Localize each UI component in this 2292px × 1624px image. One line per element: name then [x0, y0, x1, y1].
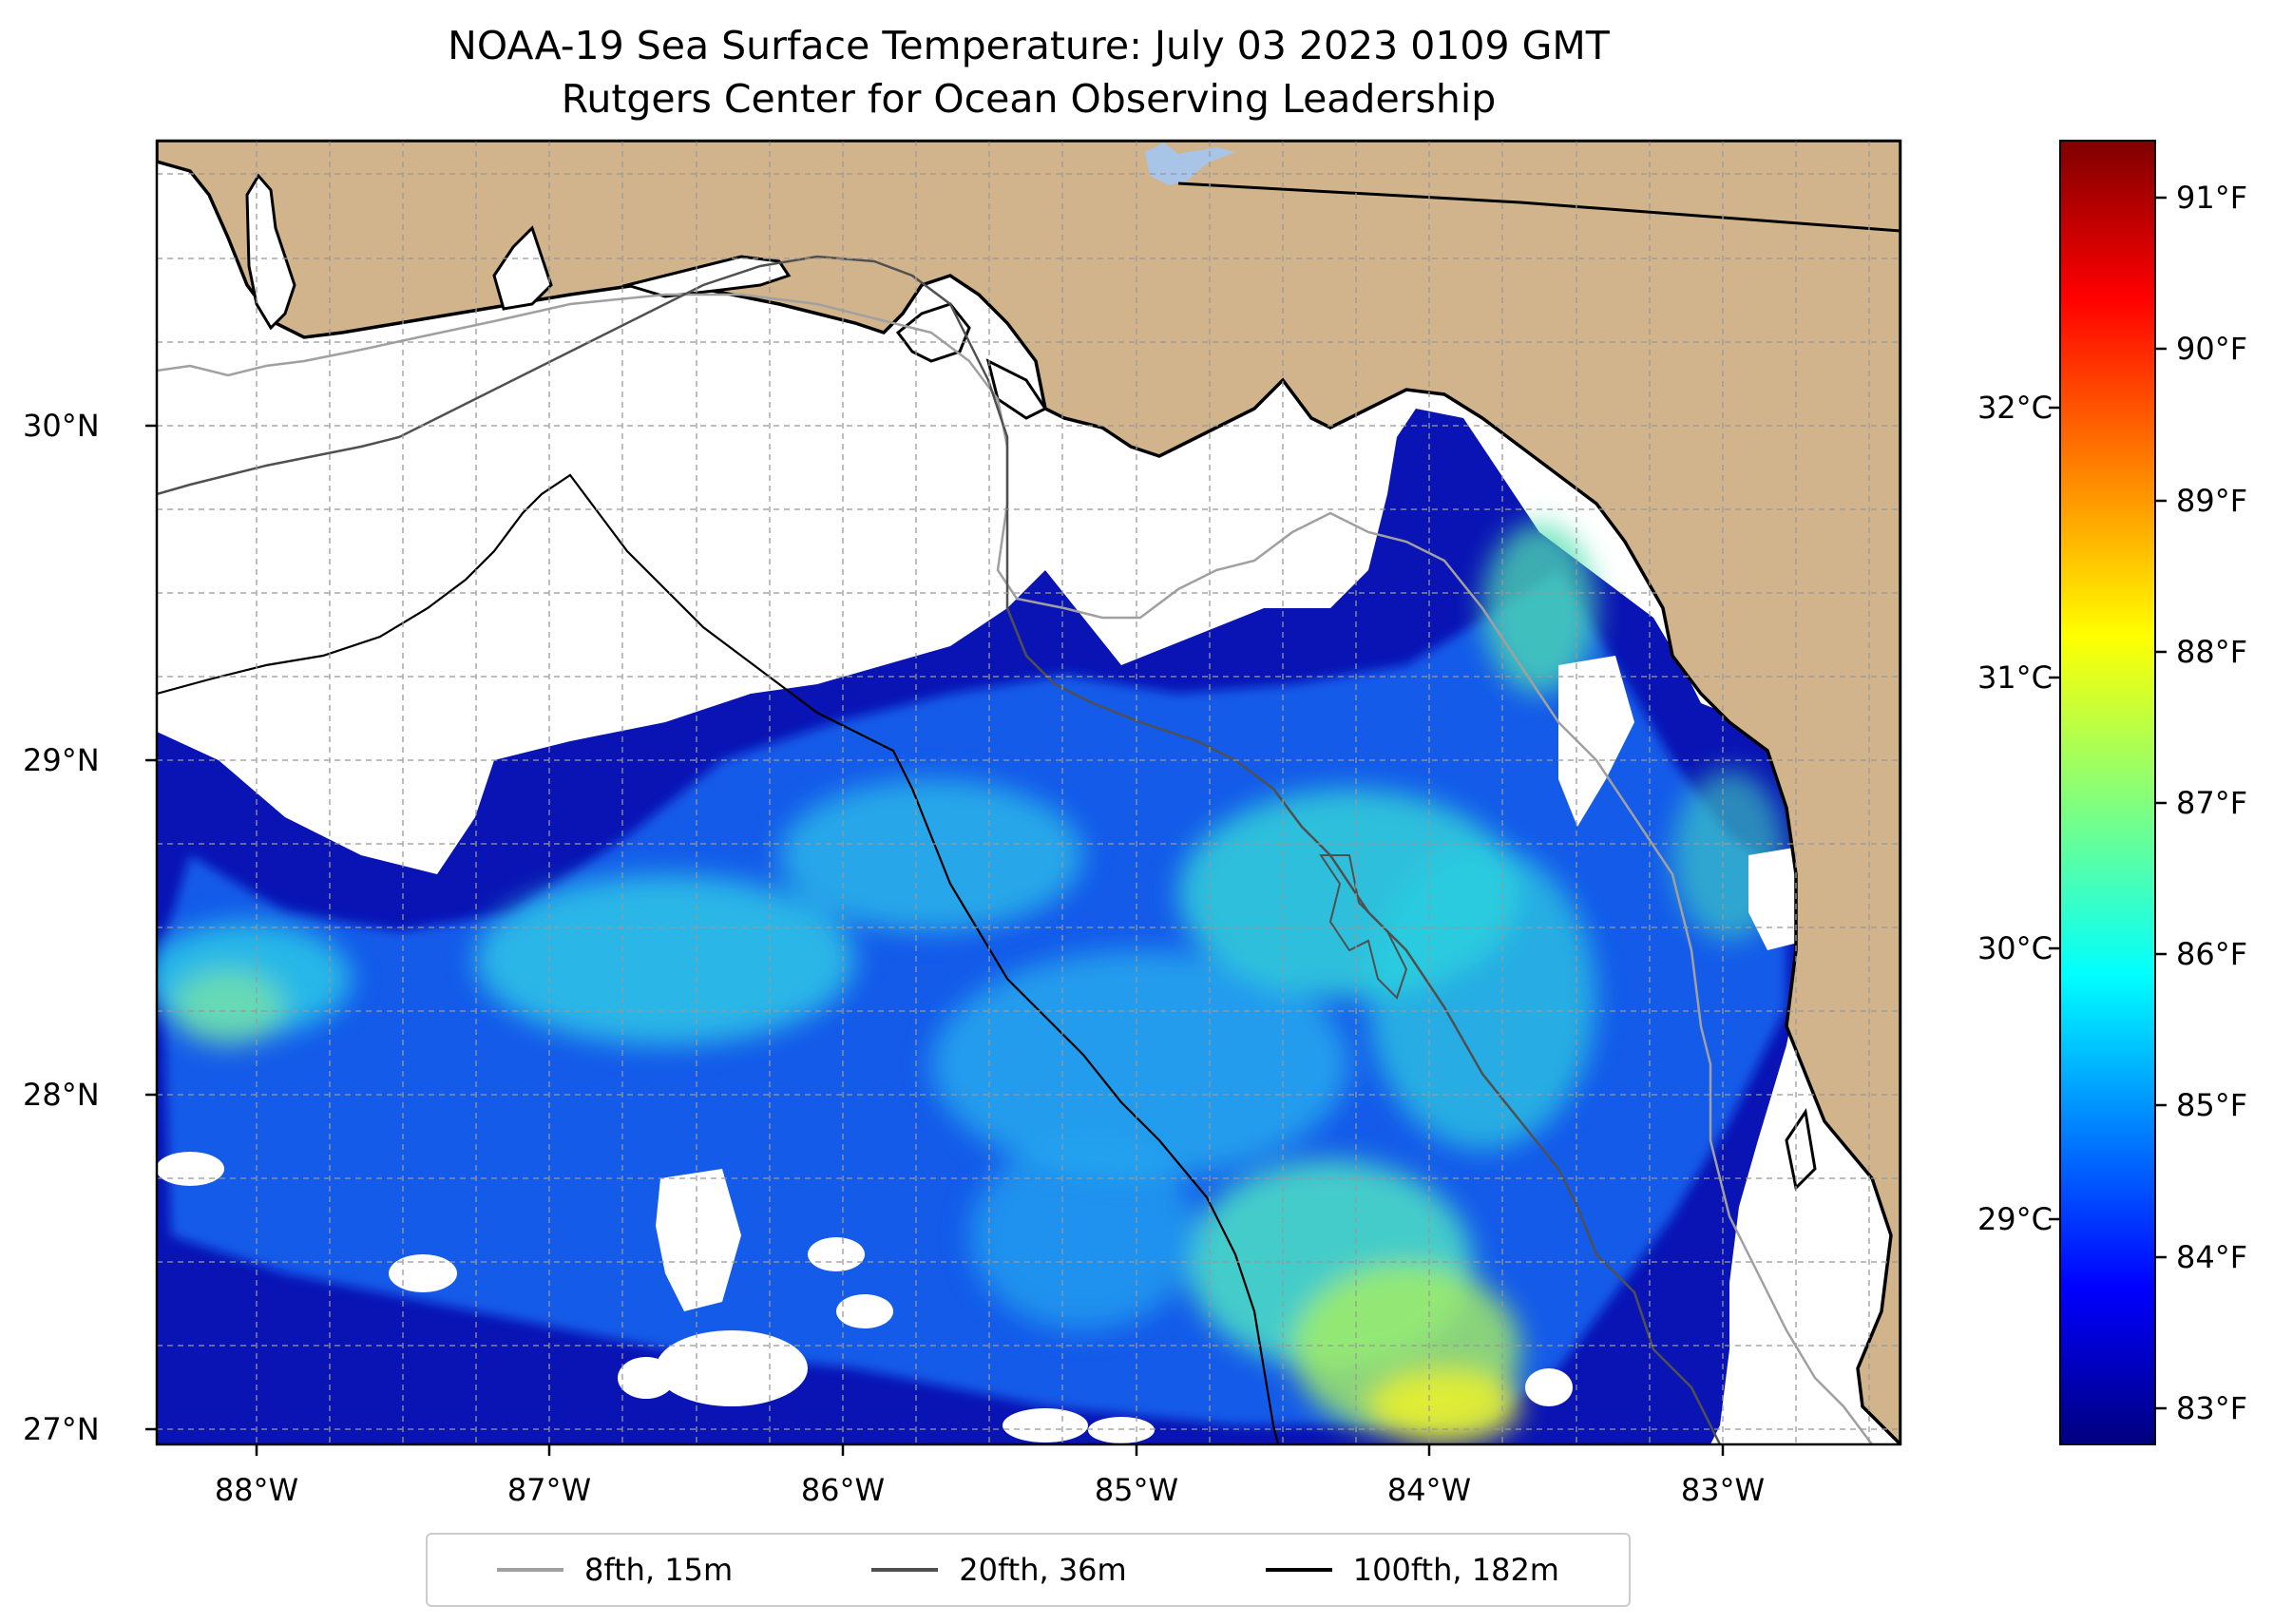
colorbar-f-label: 91°F: [2176, 180, 2248, 216]
isobath-20fth: [157, 255, 1722, 1444]
legend-label: 20fth, 36m: [959, 1552, 1127, 1588]
colorbar-f-label: 86°F: [2176, 936, 2248, 972]
lon-tick-label: 86°W: [800, 1472, 886, 1508]
colorbar-f-label: 83°F: [2176, 1390, 2248, 1426]
lon-tick-label: 84°W: [1386, 1472, 1472, 1508]
legend-label: 100fth, 182m: [1352, 1552, 1559, 1588]
colorbar: [2059, 140, 2156, 1445]
map-grid: [157, 141, 1900, 1444]
colorbar-f-label: 88°F: [2176, 634, 2248, 670]
lon-tick-label: 83°W: [1680, 1472, 1766, 1508]
lon-tick-label: 87°W: [506, 1472, 592, 1508]
legend-item-8fth: 8fth, 15m: [497, 1552, 733, 1588]
axis-ticks: [145, 424, 1725, 1456]
lon-tick-label: 88°W: [214, 1472, 299, 1508]
isobath-legend: 8fth, 15m 20fth, 36m 100fth, 182m: [426, 1533, 1631, 1607]
colorbar-c-label: 30°C: [1977, 930, 2053, 966]
legend-swatch: [871, 1568, 939, 1572]
lat-tick-label: 29°N: [23, 742, 100, 778]
state-border: [1177, 182, 1900, 233]
isobath-8fth: [157, 293, 1873, 1444]
coastal-bays: [245, 173, 1817, 1192]
lat-tick-label: 30°N: [23, 408, 100, 444]
legend-item-20fth: 20fth, 36m: [871, 1552, 1127, 1588]
map-title: NOAA-19 Sea Surface Temperature: July 03…: [448, 23, 1610, 68]
colorbar-c-label: 29°C: [1977, 1201, 2053, 1237]
map-frame: [155, 139, 1902, 1446]
legend-label: 8fth, 15m: [584, 1552, 734, 1588]
colorbar-f-label: 89°F: [2176, 483, 2248, 519]
lake: [1145, 143, 1235, 185]
isobath-20fth-islands: [1319, 854, 1408, 1000]
lon-tick-label: 85°W: [1094, 1472, 1179, 1508]
colorbar-f-label: 85°F: [2176, 1087, 2248, 1123]
colorbar-c-label: 31°C: [1977, 659, 2053, 696]
colorbar-f-label: 87°F: [2176, 785, 2248, 821]
lat-tick-label: 28°N: [23, 1077, 100, 1113]
legend-item-100fth: 100fth, 182m: [1265, 1552, 1559, 1588]
map-subtitle: Rutgers Center for Ocean Observing Leade…: [561, 76, 1497, 122]
colorbar-c-label: 32°C: [1977, 390, 2053, 426]
legend-swatch: [497, 1568, 564, 1572]
lat-tick-label: 27°N: [23, 1411, 100, 1447]
colorbar-f-label: 90°F: [2176, 331, 2248, 367]
isobath-100fth: [157, 473, 1280, 1444]
legend-swatch: [1265, 1568, 1332, 1572]
colorbar-ticks: [2049, 196, 2167, 1410]
colorbar-f-label: 84°F: [2176, 1239, 2248, 1275]
